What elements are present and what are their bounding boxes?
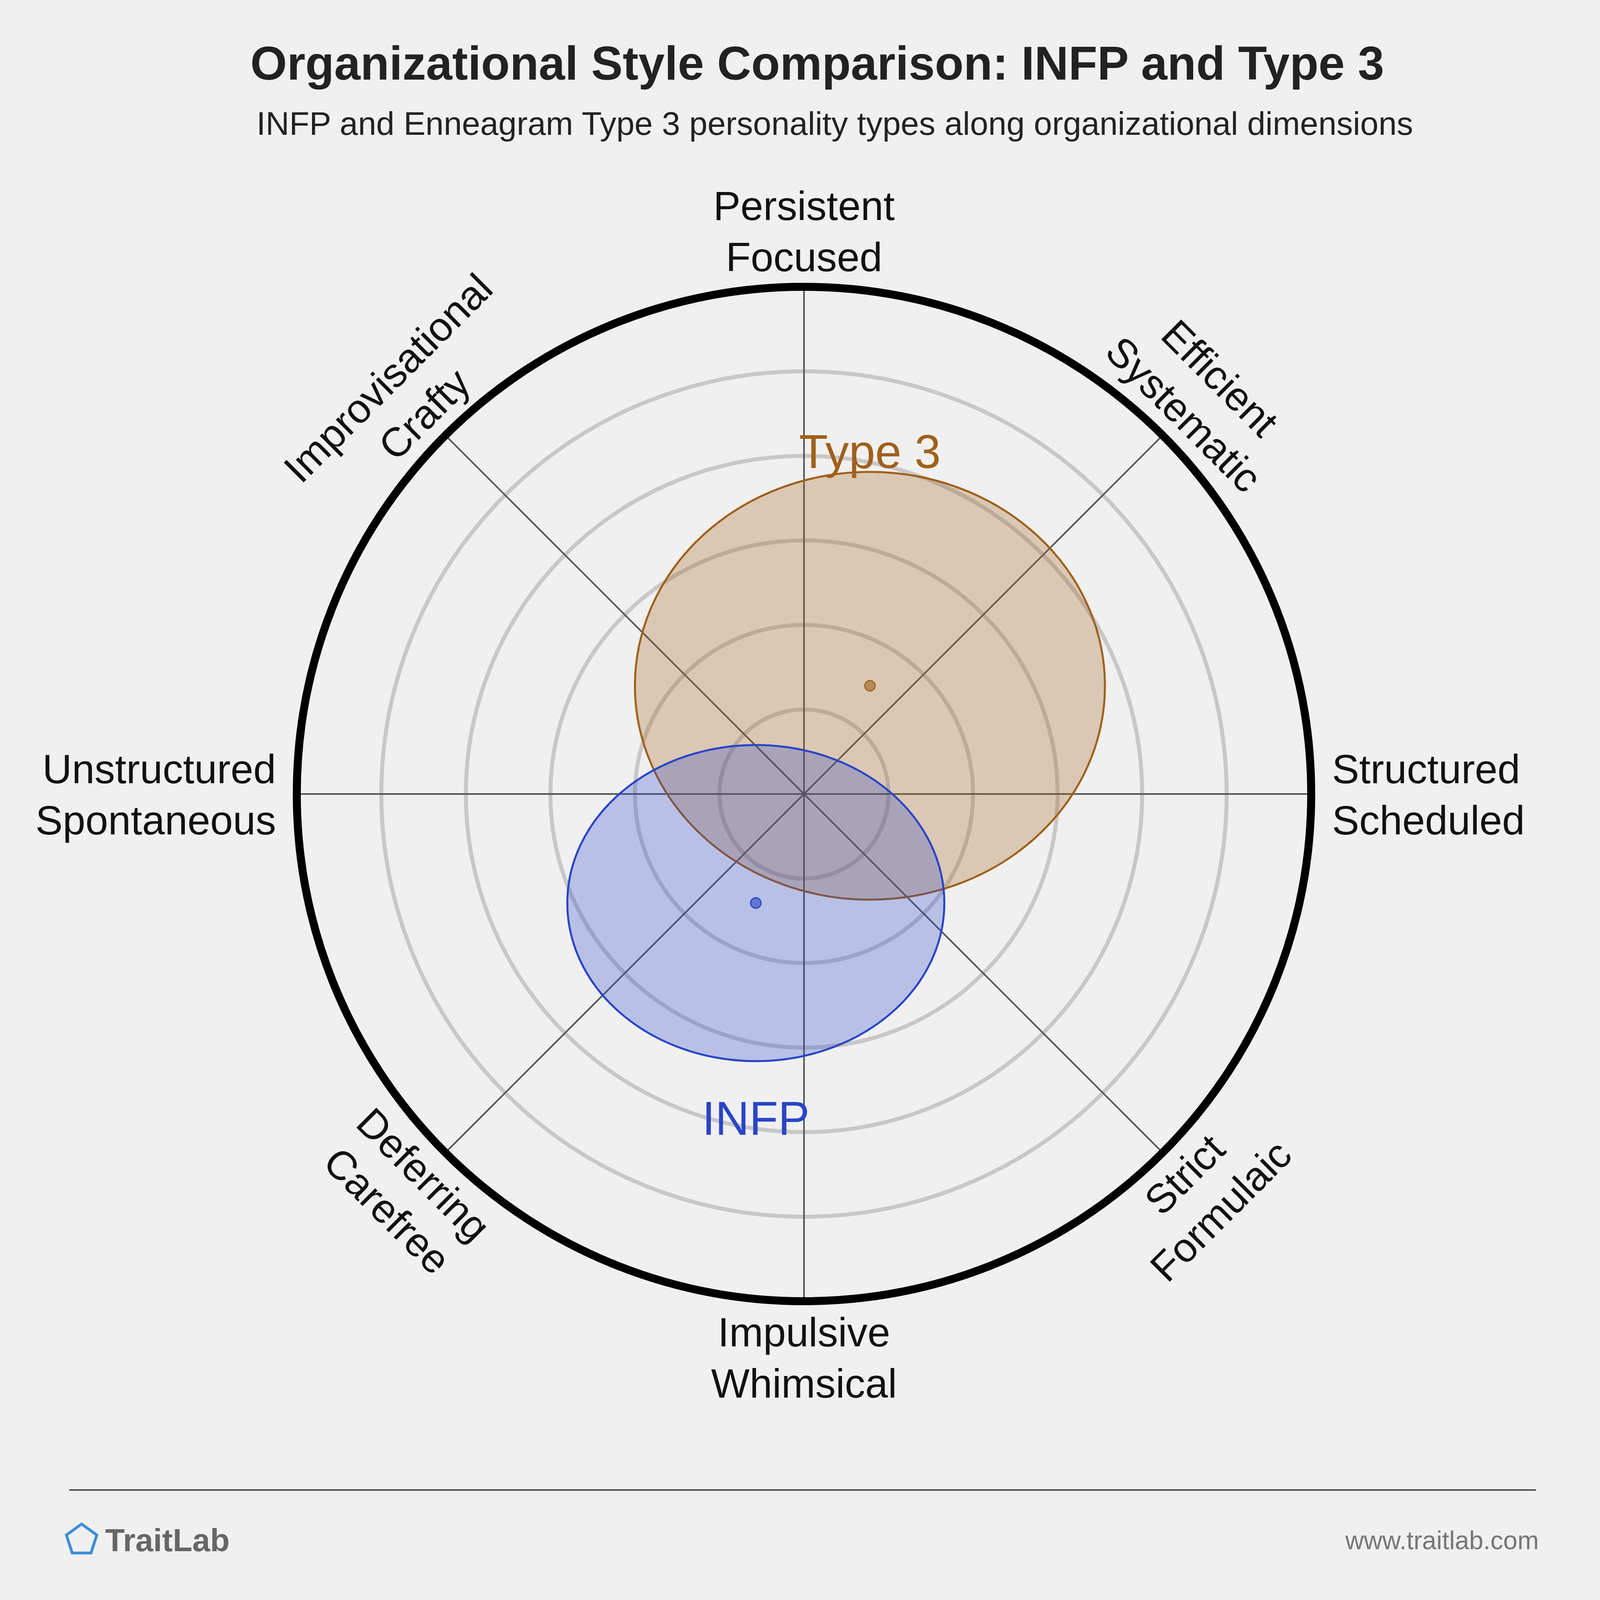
footer-rule [69,1489,1536,1491]
axis-label-line: Whimsical [711,1360,898,1407]
series-label: Type 3 [799,425,941,478]
logo [66,1524,97,1553]
axis-label: Unstructured Spontaneous [35,746,276,844]
axis-label-line: Systematic [1096,327,1270,501]
axis-label: Structured Scheduled [1332,746,1525,844]
url: www.traitlab.com [1344,1526,1539,1555]
axis-label-line: Improvisational [275,265,502,492]
axis-label: ImprovisationalCrafty [275,265,538,528]
center-dot [750,898,762,909]
axis-label-line: Spontaneous [35,797,276,844]
axis-label-line: Focused [725,234,882,280]
axis-label: StrictFormulaic [1105,1095,1301,1291]
axis-label: ImpulsiveWhimsical [711,1309,898,1407]
ellipse [567,744,945,1061]
axis-label-line: Impulsive [718,1309,891,1356]
axis-label: DeferringCarefree [311,1099,499,1287]
plot-area [567,472,1105,1062]
outer-ring [296,286,1312,1302]
chart: Organizational Style Comparison: INFP an… [0,0,1600,1600]
axis-label-line: Unstructured [42,746,276,792]
axis-label: EfficientSystematic [1096,291,1307,502]
center-dot [864,680,876,691]
series-label: INFP [702,1092,810,1145]
axis-label-line: Structured [1332,746,1521,792]
subtitle: INFP and Enneagram Type 3 personality ty… [256,105,1414,142]
axis-label-line: Scheduled [1332,797,1525,844]
brand: TraitLab [105,1522,230,1558]
axis-label-line: Persistent [713,183,895,229]
axis-label-line: Carefree [314,1138,460,1283]
title: Organizational Style Comparison: INFP an… [250,36,1385,90]
background [0,0,1600,1600]
axis-label: Persistent Focused [713,183,895,280]
